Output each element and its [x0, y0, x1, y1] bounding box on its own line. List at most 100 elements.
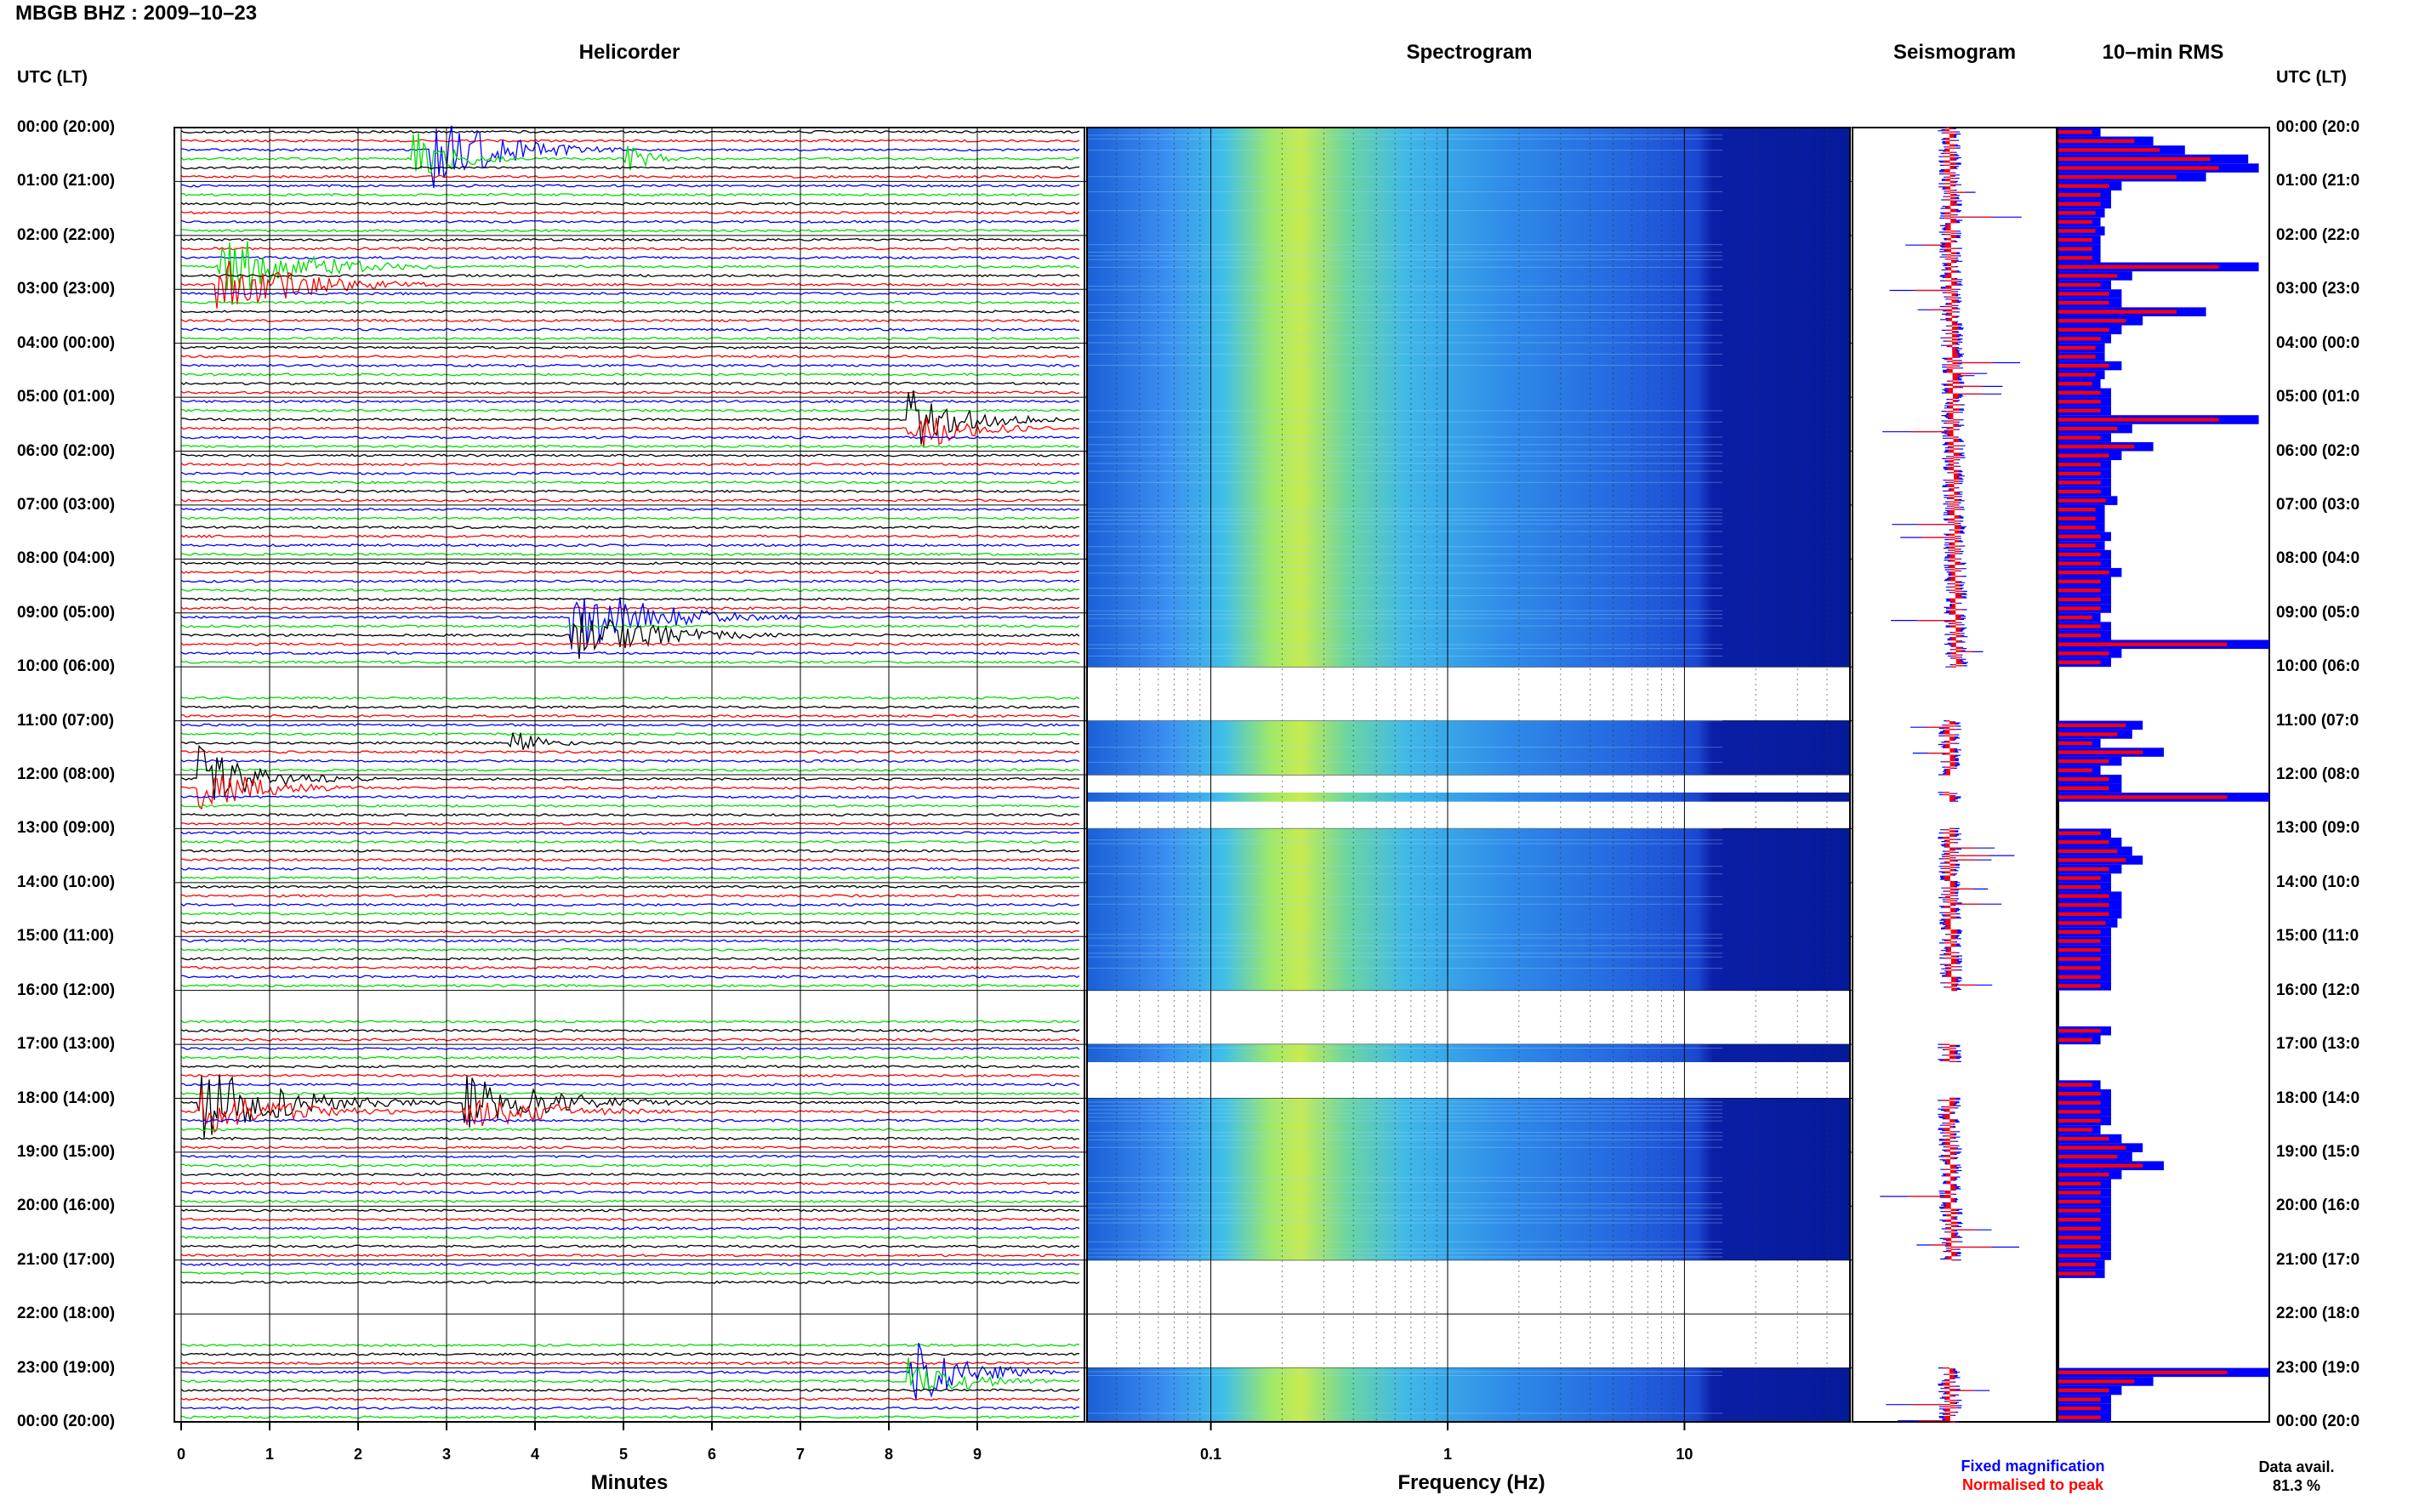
hour-label: 12:00 (08:00)	[17, 765, 116, 783]
rms-plot	[2058, 127, 2270, 1423]
helicorder-trace	[180, 444, 1080, 448]
hour-label-right: 12:00 (08:0	[2276, 765, 2360, 783]
hour-label-right: 05:00 (01:0	[2276, 388, 2360, 406]
helicorder-trace	[180, 651, 1080, 656]
helicorder-trace	[180, 327, 1080, 332]
helicorder-trace	[180, 337, 1080, 341]
rms-bar-normalised	[2058, 1155, 2118, 1159]
minutes-tick-label: 0	[176, 1446, 185, 1463]
helicorder-trace	[180, 804, 1080, 808]
rms-bar-normalised	[2058, 408, 2101, 413]
rms-bar-normalised	[2058, 579, 2101, 583]
hour-label: 04:00 (00:00)	[17, 333, 116, 352]
helicorder-trace	[180, 1388, 1080, 1392]
rms-bar-normalised	[2058, 795, 2228, 799]
helicorder-trace	[180, 939, 1080, 943]
helicorder-trace	[180, 588, 1080, 593]
helicorder-trace	[180, 894, 1080, 898]
helicorder-trace	[180, 408, 1080, 412]
helicorder-trace	[180, 1199, 1080, 1203]
helicorder-trace	[180, 821, 1080, 826]
helicorder-trace	[180, 255, 1080, 260]
helicorder-trace	[180, 795, 1080, 799]
hour-label-right: 10:00 (06:0	[2276, 657, 2360, 676]
helicorder-trace	[180, 435, 1080, 440]
rms-bar-normalised	[2058, 247, 2092, 251]
helicorder-trace	[180, 1145, 1079, 1150]
rms-bar-normalised	[2058, 184, 2109, 188]
helicorder-trace	[180, 965, 1080, 970]
helicorder-trace	[180, 912, 1080, 916]
rms-bar-normalised	[2058, 327, 2109, 332]
helicorder-trace	[180, 133, 1080, 174]
seismogram-normalised-trace	[1942, 1043, 1957, 1062]
hour-label: 11:00 (07:00)	[17, 711, 115, 730]
rms-bar-normalised	[2058, 571, 2109, 575]
helicorder-trace	[180, 1361, 1080, 1366]
helicorder-trace	[180, 229, 1080, 233]
rms-bar-normalised	[2058, 480, 2101, 485]
hour-label-right: 09:00 (05:0	[2276, 603, 2360, 622]
hour-label-right: 06:00 (02:0	[2276, 441, 2360, 460]
rms-bar-normalised	[2058, 1092, 2101, 1096]
rms-bar-normalised	[2058, 211, 2096, 215]
helicorder-trace	[180, 723, 1080, 727]
rms-bar-normalised	[2058, 849, 2118, 853]
page-title: MBGB BHZ : 2009–10–23	[15, 2, 258, 25]
helicorder-trace	[180, 902, 1080, 907]
rms-bar-normalised	[2058, 1226, 2101, 1231]
helicorder-trace	[180, 884, 1080, 889]
rms-bar-normalised	[2058, 1110, 2101, 1114]
helicorder-trace	[181, 192, 1080, 197]
helicorder-trace	[180, 1074, 1080, 1139]
rms-bar-normalised	[2058, 1271, 2096, 1276]
helicorder-trace	[180, 597, 1080, 650]
minutes-tick-label: 6	[707, 1446, 716, 1463]
frequency-axis-label: Frequency (Hz)	[1397, 1471, 1545, 1494]
hour-label: 01:00 (21:00)	[17, 172, 116, 190]
minutes-tick-label: 4	[530, 1446, 539, 1463]
helicorder-trace	[181, 1235, 1080, 1240]
hour-label-right: 14:00 (10:0	[2276, 873, 2360, 891]
helicorder-trace	[180, 174, 1080, 179]
rms-bar-normalised	[2058, 1379, 2135, 1384]
helicorder-trace	[180, 318, 1080, 323]
spectrogram-title: Spectrogram	[1406, 41, 1533, 64]
helicorder-trace	[180, 129, 1080, 134]
hour-label-right: 17:00 (13:0	[2276, 1035, 2360, 1054]
helicorder-trace	[180, 260, 1080, 309]
helicorder-trace	[180, 417, 1080, 448]
helicorder-trace	[180, 713, 1080, 719]
helicorder-trace	[180, 858, 1080, 862]
seismogram-normalised-trace	[1926, 720, 1957, 776]
rms-bar-normalised	[2058, 912, 2109, 916]
hour-label-right: 00:00 (20:0	[2276, 118, 2360, 136]
rms-bar-normalised	[2058, 597, 2101, 602]
rms-bar-normalised	[2058, 885, 2101, 890]
rms-bar-normalised	[2058, 426, 2118, 431]
helicorder-trace	[180, 606, 1080, 611]
rms-bar-normalised	[2058, 642, 2228, 646]
rms-bar-normalised	[2058, 463, 2101, 467]
frequency-tick-label: 1	[1443, 1446, 1452, 1463]
helicorder-trace	[180, 462, 1080, 467]
rms-bar-normalised	[2058, 1370, 2228, 1374]
rms-bar-normalised	[2058, 471, 2101, 476]
helicorder-trace	[180, 125, 1080, 189]
rms-bar-normalised	[2058, 723, 2126, 727]
helicorder-trace	[180, 1091, 1080, 1095]
helicorder-trace	[180, 552, 1080, 556]
hour-label-right: 21:00 (17:0	[2276, 1250, 2360, 1269]
hour-label: 00:00 (20:00)	[17, 118, 116, 136]
spectrogram-segment	[1087, 1367, 1850, 1422]
rms-bar-normalised	[2058, 498, 2106, 503]
hour-label: 02:00 (22:00)	[17, 225, 116, 244]
spectrogram-frame	[1086, 127, 1851, 1423]
helicorder-trace	[180, 813, 1080, 817]
rms-bar-normalised	[2058, 400, 2101, 404]
rms-bar-normalised	[2058, 894, 2109, 898]
rms-bar-normalised	[2058, 759, 2109, 764]
hour-label-right: 16:00 (12:0	[2276, 981, 2360, 999]
